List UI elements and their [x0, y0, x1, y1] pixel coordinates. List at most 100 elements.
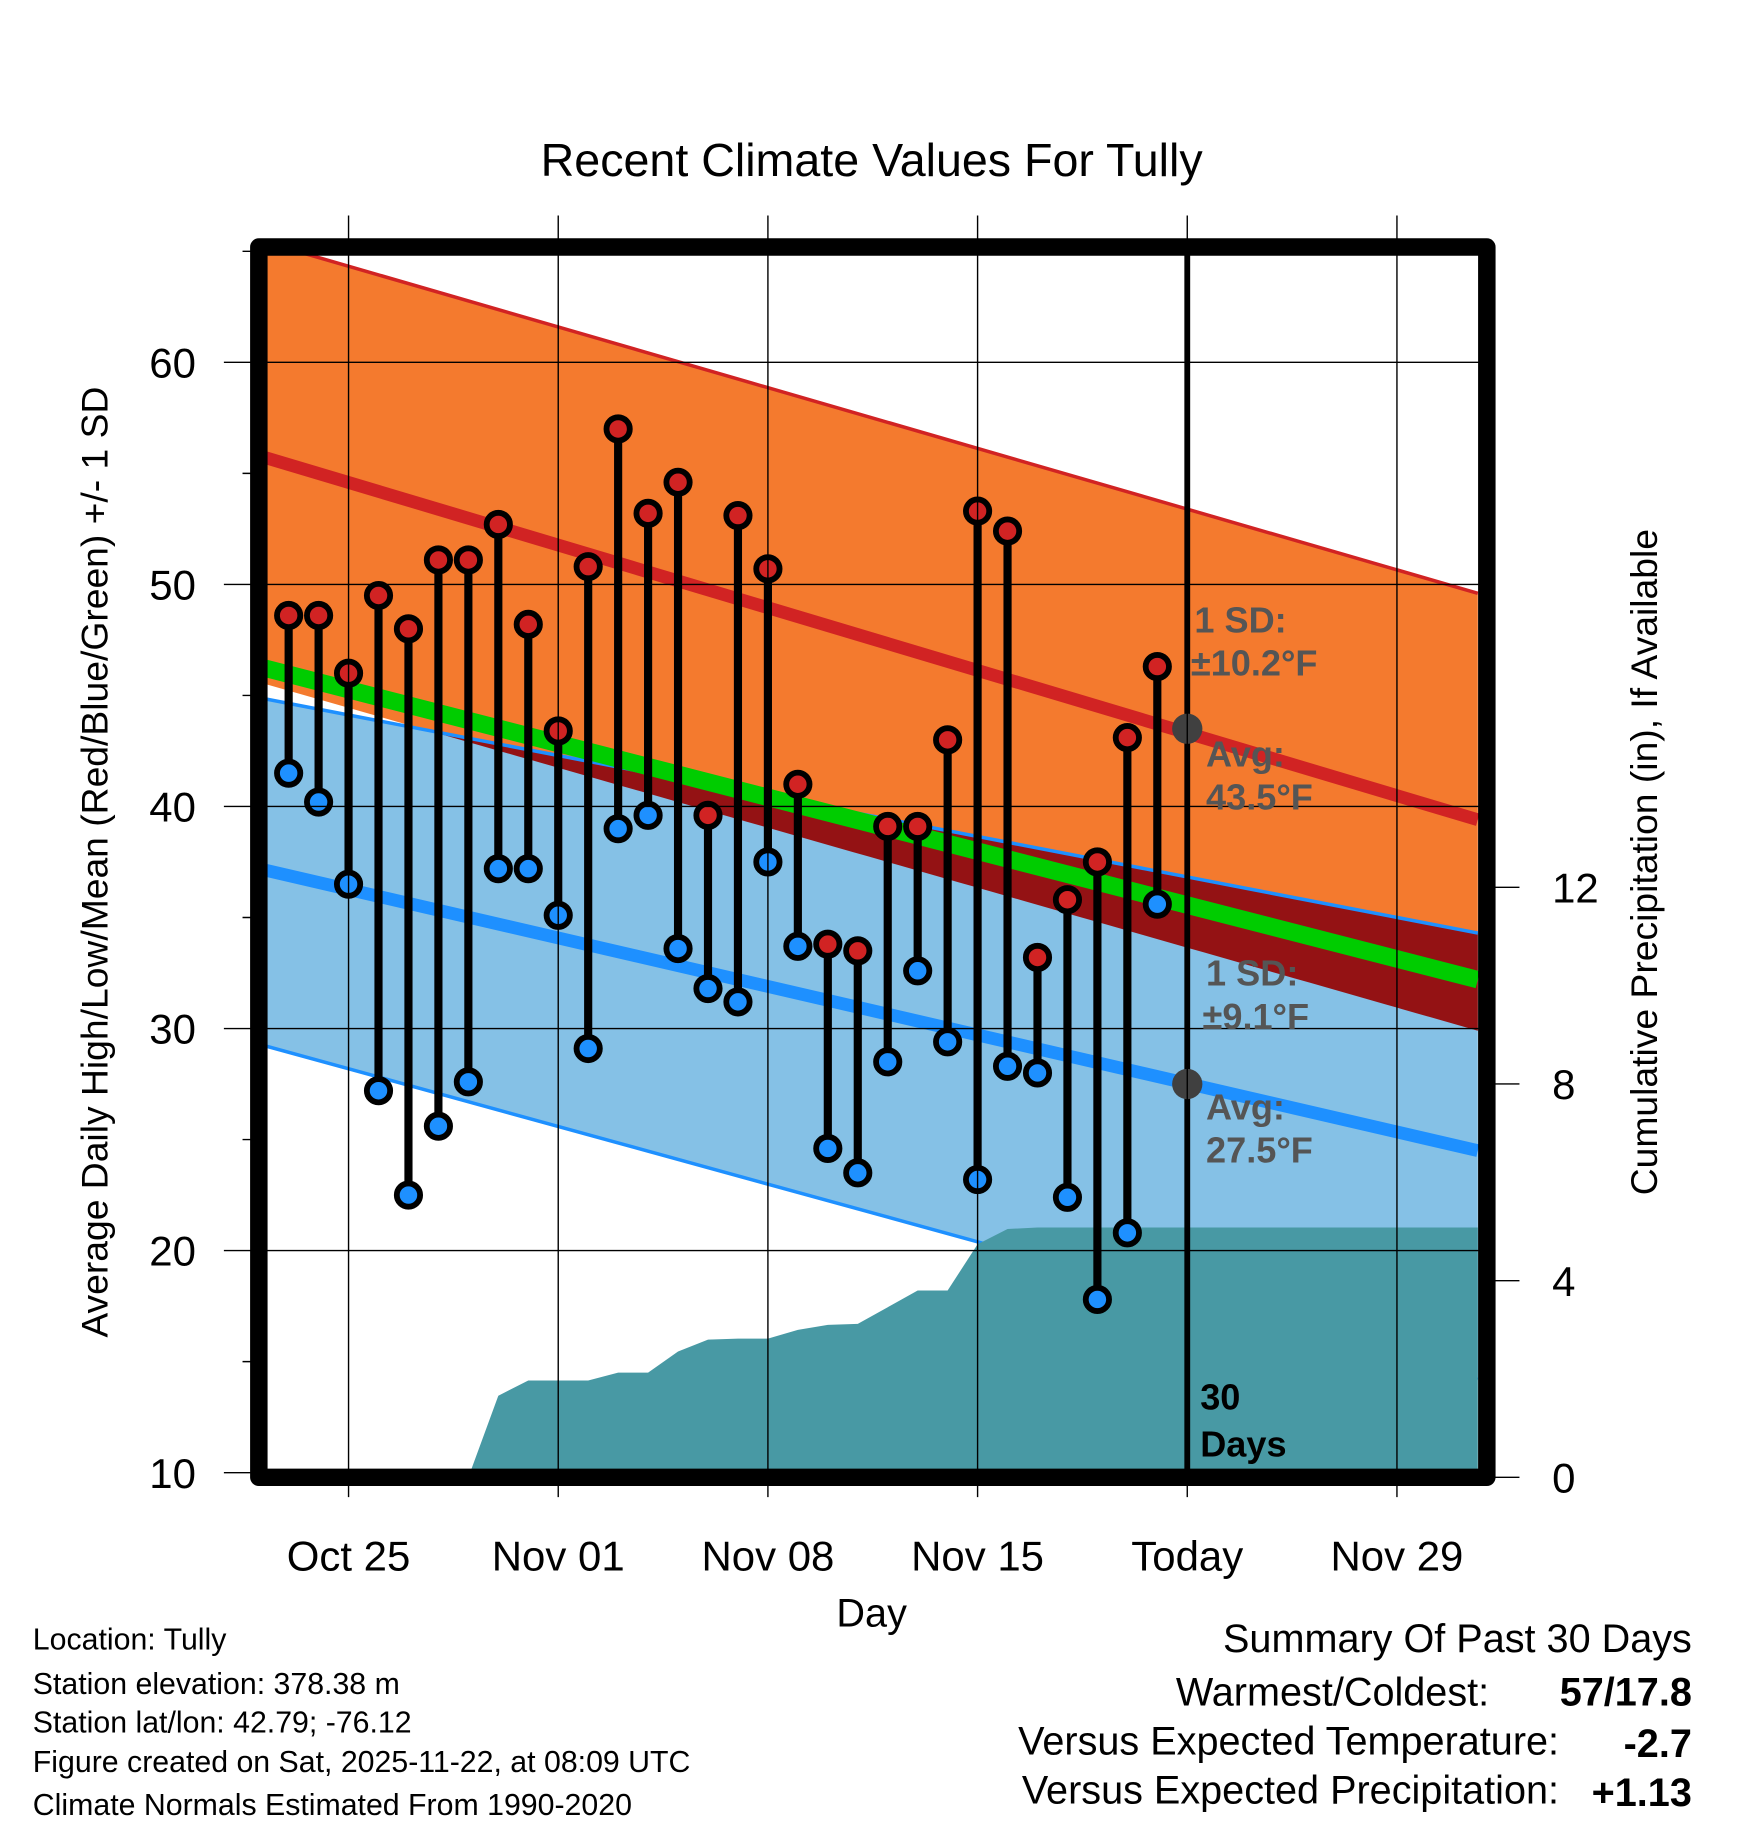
high-normal-line — [258, 449, 1480, 826]
daily-high-point — [363, 580, 394, 611]
daily-low-point — [693, 973, 723, 1004]
y2-axis-label: Cumulative Precipitation (in), If Availa… — [1623, 529, 1665, 1195]
daily-high-point — [1082, 847, 1112, 877]
x-axis-label: Day — [836, 1591, 907, 1635]
daily-high-point — [423, 545, 453, 575]
low-normal-line — [258, 862, 1480, 1157]
chart-title: Recent Climate Values For Tully — [541, 134, 1204, 186]
temp-label: Versus Expected Temperature: — [1018, 1720, 1559, 1764]
daily-low-point — [573, 1033, 603, 1064]
daily-low-point — [603, 814, 633, 844]
daily-low-point — [1142, 889, 1172, 919]
y-tick-label: 10 — [149, 1450, 196, 1497]
daily-high-point — [663, 467, 693, 497]
daily-high-point — [633, 498, 663, 528]
daily-high-point — [1022, 942, 1053, 973]
daily-low-point — [1082, 1284, 1112, 1315]
daily-high-point — [693, 800, 723, 830]
daily-low-point — [663, 934, 693, 964]
y2-tick-label: 4 — [1552, 1258, 1575, 1305]
warmest-label: Warmest/Coldest: — [1176, 1671, 1489, 1715]
daily-high-point — [573, 552, 603, 582]
daily-low-point — [483, 854, 513, 884]
high-avg-value: 43.5°F — [1206, 777, 1313, 818]
daily-low-point — [274, 758, 304, 788]
period-unit: Days — [1200, 1423, 1286, 1464]
mean-normal-line — [258, 658, 1480, 989]
low-avg-value: 27.5°F — [1206, 1130, 1313, 1171]
precip-label: Versus Expected Precipitation: — [1022, 1769, 1559, 1813]
precip-value: +1.13 — [1592, 1771, 1692, 1815]
low-avg-label: Avg: — [1206, 1087, 1285, 1128]
normals-text: Climate Normals Estimated From 1990-2020 — [33, 1789, 632, 1822]
y-tick-label: 30 — [149, 1006, 196, 1053]
y2-tick-label: 8 — [1552, 1061, 1575, 1108]
annotations: 1 SD: ±10.2°F Avg: 43.5°F 1 SD: ±9.1°F A… — [1191, 600, 1318, 1465]
created-text: Figure created on Sat, 2025-11-22, at 08… — [33, 1746, 691, 1779]
daily-high-point — [933, 725, 963, 755]
y-tick-label: 60 — [149, 339, 196, 386]
x-tick-label: Today — [1131, 1533, 1243, 1580]
daily-low-point — [633, 800, 663, 830]
y-axis-label: Average Daily High/Low/Mean (Red/Blue/Gr… — [73, 387, 115, 1338]
daily-high-point — [483, 509, 513, 540]
daily-low-point — [1052, 1182, 1083, 1212]
x-tick-label: Nov 29 — [1330, 1533, 1463, 1580]
daily-low-point — [423, 1111, 453, 1141]
daily-high-point — [453, 545, 483, 575]
daily-high-point — [903, 811, 933, 842]
daily-low-point — [783, 931, 813, 961]
high-sd-value: ±10.2°F — [1191, 643, 1318, 684]
high-avg-label: Avg: — [1206, 734, 1285, 775]
daily-low-point — [304, 787, 334, 817]
daily-low-point — [513, 854, 543, 884]
daily-low-point — [903, 956, 933, 986]
daily-high-point — [1052, 885, 1083, 915]
elevation-text: Station elevation: 378.38 m — [33, 1668, 400, 1701]
station-info: Location: Tully Station elevation: 378.3… — [33, 1624, 691, 1822]
high-sd-label: 1 SD: — [1194, 600, 1286, 641]
summary-title: Summary Of Past 30 Days — [1223, 1617, 1692, 1661]
daily-low-point — [873, 1047, 903, 1077]
latlon-text: Station lat/lon: 42.79; -76.12 — [33, 1706, 412, 1739]
daily-high-point — [843, 936, 873, 966]
daily-low-point — [393, 1180, 424, 1210]
sd-overlap-band — [426, 730, 1478, 1031]
daily-low-point — [1022, 1058, 1053, 1088]
daily-high-point — [1112, 723, 1142, 753]
daily-low-point — [933, 1027, 963, 1057]
high-upper-sd-line — [275, 246, 1479, 595]
daily-high-point — [873, 811, 903, 842]
daily-high-point — [513, 609, 543, 639]
summary: Summary Of Past 30 Days Warmest/Coldest:… — [1018, 1617, 1692, 1815]
daily-high-point — [274, 600, 304, 631]
y2-tick-label: 12 — [1552, 864, 1599, 911]
daily-high-point — [603, 414, 633, 444]
y-tick-label: 50 — [149, 562, 196, 609]
plot-area — [258, 246, 1480, 1478]
warmest-value: 57/17.8 — [1560, 1671, 1692, 1715]
daily-high-point — [783, 769, 813, 799]
x-tick-label: Nov 01 — [492, 1533, 625, 1580]
daily-high-point — [992, 516, 1023, 546]
y2-tick-label: 0 — [1552, 1454, 1575, 1501]
low-sd-band — [258, 697, 1478, 1380]
x-tick-label: Nov 15 — [911, 1533, 1044, 1580]
daily-high-point — [723, 500, 753, 531]
daily-low-point — [992, 1051, 1023, 1081]
daily-low-point — [453, 1067, 483, 1097]
daily-low-point — [363, 1076, 394, 1106]
low-sd-value: ±9.1°F — [1203, 996, 1310, 1037]
period-value: 30 — [1200, 1377, 1240, 1418]
y-tick-label: 40 — [149, 784, 196, 831]
x-tick-label: Nov 08 — [701, 1533, 834, 1580]
daily-low-point — [843, 1158, 873, 1188]
location-text: Location: Tully — [33, 1624, 227, 1657]
daily-low-point — [723, 987, 753, 1017]
daily-high-point — [813, 929, 843, 959]
y-tick-label: 20 — [149, 1228, 196, 1275]
precip-area — [288, 1227, 1478, 1478]
daily-low-point — [1112, 1218, 1142, 1248]
x-tick-label: Oct 25 — [287, 1533, 411, 1580]
